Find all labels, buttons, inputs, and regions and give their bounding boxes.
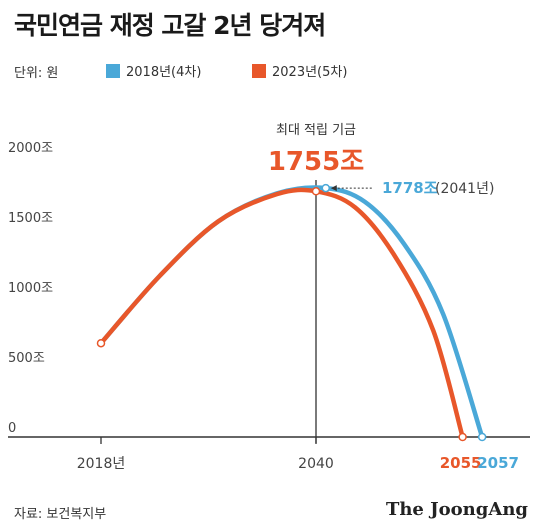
blue-end-year-label: 2057 [477, 454, 519, 472]
red-end-marker [458, 432, 467, 442]
source-label: 자료: 보건복지부 [14, 507, 107, 522]
series-line-2023 [98, 187, 465, 440]
blue-peak-value-label: 1778조 [382, 179, 438, 197]
peak-value-label: 1755조 [268, 147, 364, 177]
y-tick-label: 0 [8, 421, 16, 436]
x-tick-label: 2040 [298, 456, 334, 472]
legend-item-2018: 2018년(4차) [106, 61, 201, 80]
legend-label-2018: 2018년(4차) [126, 65, 202, 80]
blue-peak-year-label: (2041년) [435, 181, 494, 197]
legend-swatch-red [252, 63, 266, 78]
start-point-marker [96, 338, 106, 348]
legend-label-2023: 2023년(5차) [272, 65, 348, 80]
y-tick-label: 2000조 [8, 141, 53, 156]
y-tick-label: 1000조 [8, 281, 53, 296]
blue-end-marker [477, 432, 487, 442]
legend-swatch-blue [106, 63, 120, 78]
blue-peak-marker [321, 183, 331, 193]
page-title: 국민연금 재정 고갈 2년 당겨져 [14, 11, 326, 40]
unit-label: 단위: 원 [14, 66, 59, 81]
red-end-year-label: 2055 [440, 454, 482, 472]
blue-peak-arrow-icon [330, 185, 337, 192]
y-tick-label: 500조 [8, 351, 45, 366]
y-tick-label: 1500조 [8, 211, 53, 226]
x-tick-label: 2018년 [77, 456, 126, 472]
legend-item-2023: 2023년(5차) [252, 61, 347, 80]
peak-heading: 최대 적립 기금 [276, 123, 356, 138]
brand-logo: The JoongAng [385, 499, 528, 520]
red-peak-marker [311, 187, 321, 196]
